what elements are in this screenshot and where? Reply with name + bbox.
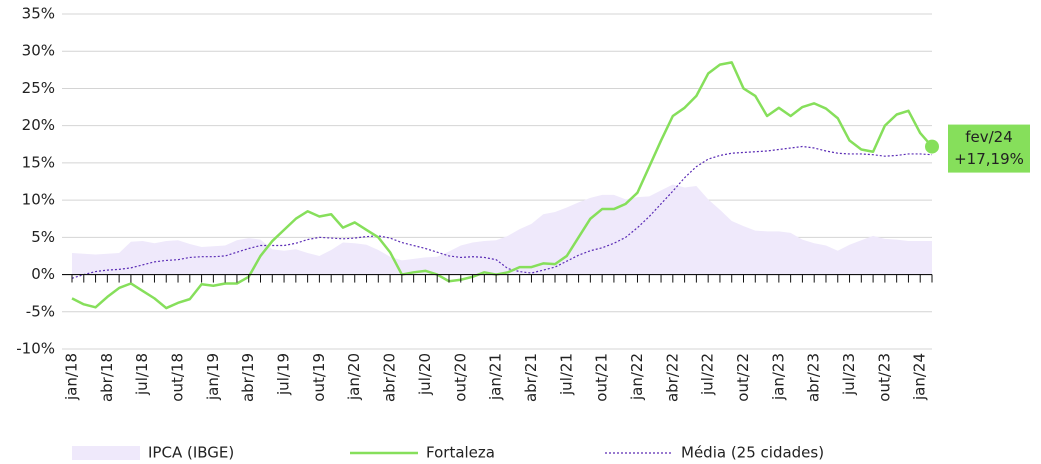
- x-tick-label: out/18: [169, 353, 187, 402]
- y-tick-label: 10%: [22, 191, 55, 209]
- legend-label: Fortaleza: [426, 444, 495, 462]
- x-tick-label: jan/24: [911, 353, 929, 401]
- line: [71, 145, 933, 279]
- line: [71, 61, 933, 310]
- x-tick-label: jul/23: [840, 353, 858, 396]
- x-tick-label: out/21: [593, 353, 611, 402]
- x-tick-label: abr/20: [381, 353, 399, 402]
- x-tick-label: out/23: [875, 353, 893, 402]
- x-tick-label: abr/19: [239, 353, 257, 402]
- annotation-date: fev/24: [965, 128, 1013, 146]
- annotation-box: [948, 124, 1030, 173]
- x-tick-label: jan/21: [487, 353, 505, 401]
- y-tick-label: 0%: [31, 265, 55, 283]
- x-tick-label: jan/20: [345, 353, 363, 401]
- x-tick-label: out/19: [310, 353, 328, 402]
- y-tick-label: 20%: [22, 116, 55, 134]
- x-tick-label: out/20: [451, 353, 469, 402]
- y-tick-label: -5%: [26, 302, 55, 320]
- legend-label: Média (25 cidades): [681, 444, 824, 462]
- x-tick-label: out/22: [734, 353, 752, 402]
- x-tick-label: abr/22: [663, 353, 681, 402]
- x-tick-label: abr/21: [522, 353, 540, 402]
- y-tick-label: 5%: [31, 228, 55, 246]
- area: [72, 184, 932, 275]
- x-tick-label: abr/18: [98, 353, 116, 402]
- x-tick-label: jul/22: [699, 353, 717, 396]
- y-tick-label: 30%: [22, 42, 55, 60]
- legend-swatch: [72, 446, 140, 460]
- annotation-value: +17,19%: [954, 150, 1024, 168]
- x-tick-label: jul/19: [275, 353, 293, 396]
- y-tick-label: 15%: [22, 153, 55, 171]
- x-tick-label: jan/19: [204, 353, 222, 401]
- y-tick-label: 25%: [22, 79, 55, 97]
- x-tick-label: jan/18: [63, 353, 81, 401]
- y-tick-label: -10%: [16, 340, 55, 358]
- legend-label: IPCA (IBGE): [148, 444, 234, 462]
- x-tick-label: jul/21: [557, 353, 575, 396]
- x-tick-label: abr/23: [805, 353, 823, 402]
- x-tick-label: jul/20: [416, 353, 434, 396]
- x-tick-label: jan/23: [769, 353, 787, 401]
- end-marker: [925, 139, 939, 154]
- x-tick-label: jul/18: [133, 353, 151, 396]
- y-tick-label: 35%: [22, 5, 55, 23]
- x-tick-label: jan/22: [628, 353, 646, 401]
